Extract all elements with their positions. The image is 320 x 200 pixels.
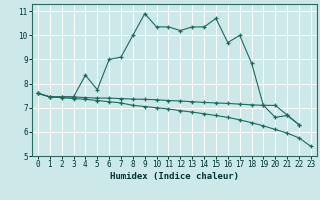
X-axis label: Humidex (Indice chaleur): Humidex (Indice chaleur) bbox=[110, 172, 239, 181]
